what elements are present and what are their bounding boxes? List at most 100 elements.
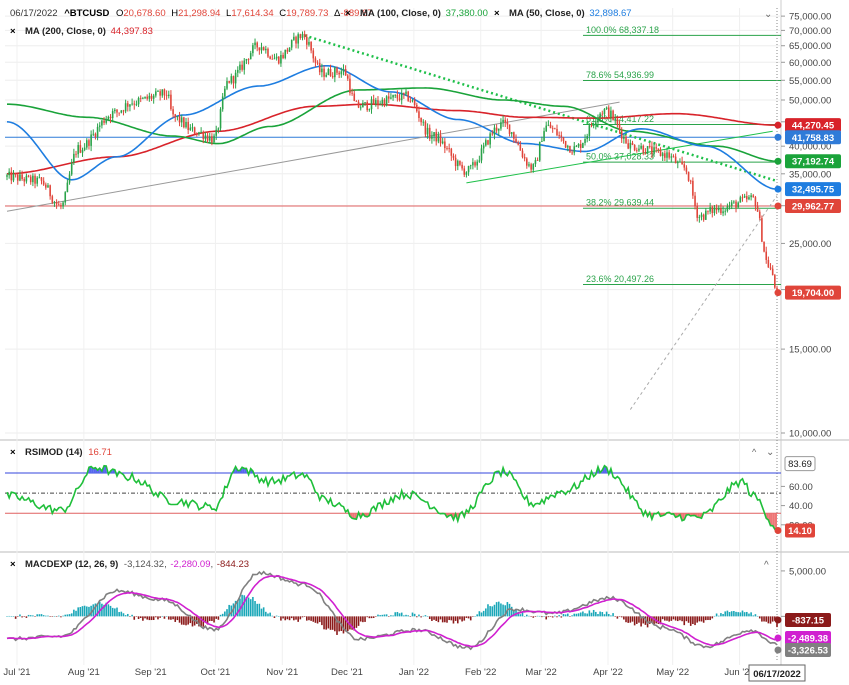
candle-body	[362, 102, 364, 108]
trendline-projection	[629, 195, 778, 410]
macd-panel-collapse-icon[interactable]: ^	[764, 560, 769, 571]
macd-histogram-bar	[428, 616, 431, 620]
macd-histogram-bar	[750, 612, 752, 617]
macd-histogram-bar	[612, 613, 614, 617]
ma50-legend-close[interactable]: ×	[494, 8, 500, 19]
ma200-legend: MA (200, Close, 0) 44,397.83	[25, 26, 153, 37]
candle-body	[316, 62, 319, 64]
macd-histogram-bar	[579, 612, 582, 617]
candle-body	[75, 153, 77, 155]
macd-histogram-bar	[577, 613, 580, 617]
candle-body	[424, 121, 427, 135]
macd-histogram-bar	[638, 616, 640, 623]
macd-badge-dot	[774, 646, 782, 654]
macd-histogram-bar	[502, 604, 504, 617]
macd-histogram-bar	[493, 604, 496, 617]
price-tick-label: 35,000.00	[789, 169, 831, 180]
macd-histogram-bar	[694, 616, 696, 626]
rsi-panel-collapse-icon[interactable]: ^	[752, 447, 757, 457]
candle-body	[659, 150, 662, 157]
macd-histogram-bar	[327, 616, 330, 629]
candle-body	[206, 135, 209, 141]
candle-body	[299, 34, 302, 38]
price-panel-collapse-icon[interactable]: ⌄	[764, 9, 772, 20]
price-badge-label: 41,758.83	[792, 133, 834, 144]
candle-body	[224, 88, 226, 97]
candle-body	[403, 92, 405, 95]
macd-histogram-bar	[331, 616, 334, 630]
macd-histogram-bar	[323, 616, 325, 630]
trendline-downtrend	[304, 34, 778, 183]
macd-histogram-bar	[573, 613, 576, 617]
candle-body	[23, 178, 26, 182]
candle-body	[226, 81, 228, 89]
macd-histogram-bar	[83, 605, 86, 617]
macd-histogram-bar	[8, 615, 10, 617]
macd-histogram-bar	[109, 605, 112, 617]
macd-histogram-bar	[152, 616, 155, 621]
candle-body	[668, 152, 670, 158]
rsi-oversold-fill	[682, 513, 685, 521]
candle-body	[19, 174, 21, 181]
candle-body	[178, 116, 181, 123]
candle-body	[262, 47, 265, 51]
macd-histogram-bar	[545, 616, 548, 620]
rsi-panel-expand-icon[interactable]: ⌄	[766, 447, 774, 458]
candle-body	[564, 140, 567, 148]
macd-histogram-bar	[534, 616, 537, 617]
macd-histogram-bar	[198, 616, 200, 627]
candle-body	[605, 107, 608, 110]
macd-histogram-bar	[19, 614, 21, 617]
macd-histogram-bar	[362, 616, 364, 623]
macd-histogram-bar	[284, 616, 287, 621]
ma100-legend-close[interactable]: ×	[345, 8, 351, 19]
macd-histogram-bar	[94, 603, 97, 617]
candle-body	[485, 140, 487, 146]
macd-histogram-bar	[439, 616, 442, 620]
candle-body	[185, 122, 187, 128]
candle-body	[306, 36, 308, 45]
candle-body	[144, 96, 146, 99]
candle-body	[661, 153, 664, 157]
candle-body	[558, 135, 560, 136]
macd-histogram-bar	[711, 616, 714, 619]
macd-histogram-bar	[547, 616, 550, 618]
candle-body	[282, 55, 284, 58]
macd-histogram-bar	[334, 616, 336, 632]
candle-body	[150, 95, 153, 99]
macd-histogram-bar	[480, 612, 483, 617]
candle-body	[394, 94, 397, 96]
fib-label: 23.6% 20,497.26	[586, 274, 654, 284]
macd-histogram-bar	[584, 613, 586, 617]
macd-histogram-bar	[448, 616, 450, 621]
candle-body	[521, 150, 524, 158]
macd-histogram-bar	[702, 616, 705, 623]
macd-histogram-bar	[765, 616, 768, 622]
candle-body	[597, 117, 599, 123]
ma50-legend: MA (50, Close, 0) 32,898.67	[509, 8, 632, 19]
candle-body	[364, 102, 366, 103]
macd-histogram-bar	[224, 611, 226, 617]
candle-body	[607, 107, 610, 118]
candle-body	[349, 78, 351, 93]
macd-tick-label: 5,000.00	[789, 566, 826, 577]
macd-histogram-bar	[88, 606, 90, 617]
candle-body	[620, 130, 623, 139]
time-tick-label: Jul '21	[3, 667, 30, 678]
candle-body	[726, 206, 729, 211]
macd-histogram-bar	[247, 597, 250, 617]
candle-body	[176, 116, 179, 118]
macd-histogram-bar	[685, 616, 688, 622]
macd-histogram-bar	[265, 611, 267, 617]
candle-body	[722, 211, 724, 214]
macd-histogram-bar	[81, 606, 84, 617]
ma200-legend-close[interactable]: ×	[10, 26, 16, 37]
candle-body	[260, 47, 263, 51]
candle-body	[252, 45, 254, 54]
rsi-legend-close[interactable]: ×	[10, 447, 16, 458]
rsi-oversold-fill	[770, 513, 773, 526]
candle-body	[96, 126, 99, 137]
macd-legend-close[interactable]: ×	[10, 559, 16, 570]
candle-body	[68, 174, 71, 183]
